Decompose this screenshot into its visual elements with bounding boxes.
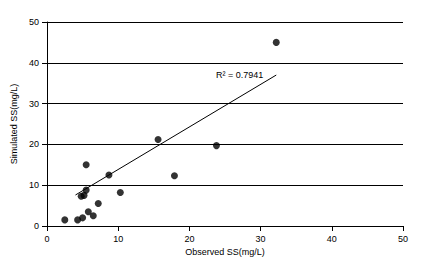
svg-text:50: 50 xyxy=(29,17,39,27)
svg-text:30: 30 xyxy=(256,234,266,244)
svg-text:0: 0 xyxy=(34,221,39,231)
svg-text:20: 20 xyxy=(29,139,39,149)
svg-text:10: 10 xyxy=(113,234,123,244)
svg-text:50: 50 xyxy=(398,234,408,244)
svg-text:Observed SS(mg/L): Observed SS(mg/L) xyxy=(185,247,265,257)
svg-text:40: 40 xyxy=(29,58,39,68)
svg-text:20: 20 xyxy=(184,234,194,244)
svg-text:30: 30 xyxy=(29,99,39,109)
svg-text:Simulated SS(mg/L): Simulated SS(mg/L) xyxy=(9,84,19,165)
svg-text:0: 0 xyxy=(44,234,49,244)
svg-text:40: 40 xyxy=(327,234,337,244)
svg-text:R² = 0.7941: R² = 0.7941 xyxy=(216,70,263,80)
svg-text:10: 10 xyxy=(29,180,39,190)
